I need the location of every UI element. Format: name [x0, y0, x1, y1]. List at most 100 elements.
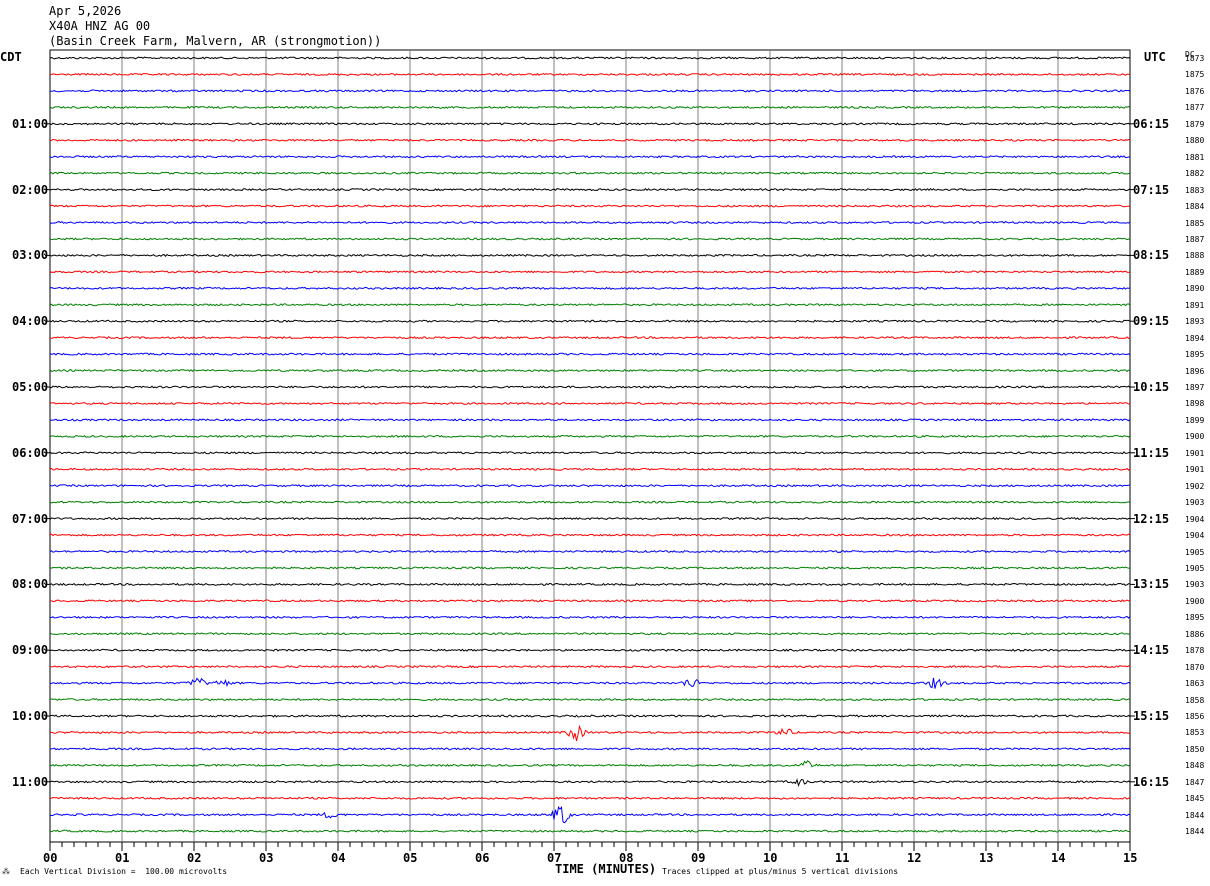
dc-offset-label: 1890	[1185, 284, 1205, 294]
dc-offset-label: 1882	[1185, 169, 1205, 179]
dc-offset-label: 1885	[1185, 218, 1205, 228]
dc-offset-label: 1889	[1185, 267, 1205, 277]
cdt-time-label: 03:00	[12, 248, 49, 263]
trace-line	[49, 677, 1131, 689]
x-tick-label: 14	[1051, 851, 1066, 865]
trace-line	[49, 632, 1131, 636]
dc-offset-label: 1905	[1185, 563, 1205, 573]
dc-offset-label: 1884	[1185, 202, 1205, 212]
station-code: X40A HNZ AG 00	[49, 19, 151, 33]
dc-offset-label: 1876	[1185, 86, 1205, 96]
dc-offset-label: 1879	[1185, 119, 1205, 129]
dc-offset-label: 1905	[1185, 547, 1205, 557]
dc-offset-label: 1873	[1185, 54, 1205, 63]
cdt-time-label: 09:00	[12, 643, 49, 658]
x-tick-label: 10	[763, 851, 778, 865]
utc-time-label: 10:15	[1133, 380, 1170, 394]
dc-offset-label: 1897	[1185, 383, 1205, 392]
dc-offset-label: 1878	[1185, 646, 1205, 656]
trace-line	[49, 336, 1131, 340]
footer-corner-mark: ⁂	[2, 867, 10, 876]
dc-offset-label: 1901	[1185, 448, 1205, 458]
trace-line	[49, 724, 1131, 742]
dc-offset-label: 1898	[1185, 399, 1205, 409]
station-location: (Basin Creek Farm, Malvern, AR (strongmo…	[49, 34, 382, 48]
trace-line	[49, 516, 1131, 521]
dc-offset-label: 1848	[1185, 761, 1205, 771]
dc-offset-label: 1856	[1185, 712, 1205, 721]
trace-line	[49, 648, 1131, 652]
trace-line	[49, 778, 1131, 787]
trace-line	[49, 796, 1131, 800]
utc-time-label: 11:15	[1133, 445, 1170, 460]
trace-line	[49, 747, 1131, 751]
plot-date: Apr 5,2026	[49, 4, 122, 18]
x-tick-label: 12	[907, 851, 922, 865]
scale-note: Each Vertical Division = 100.00 microvol…	[20, 867, 228, 876]
trace-line	[49, 187, 1131, 192]
trace-line	[49, 467, 1131, 471]
dc-offset-label: 1901	[1185, 465, 1205, 475]
cdt-time-label: 02:00	[12, 182, 49, 197]
x-tick-label: 01	[115, 851, 130, 865]
trace-line	[49, 500, 1131, 504]
dc-offset-label: 1888	[1185, 251, 1205, 261]
trace-line	[49, 72, 1131, 77]
utc-time-label: 15:15	[1133, 709, 1170, 723]
dc-axis-title: DC	[1185, 50, 1195, 59]
dc-offset-label: 1845	[1185, 794, 1205, 804]
utc-time-label: 08:15	[1133, 248, 1170, 263]
x-tick-label: 06	[475, 851, 490, 865]
trace-line	[49, 401, 1131, 405]
dc-offset-label: 1886	[1185, 629, 1205, 639]
trace-line	[50, 89, 1131, 93]
dc-offset-label: 1891	[1185, 300, 1205, 310]
trace-line	[49, 566, 1131, 570]
dc-offset-label: 1896	[1185, 366, 1205, 376]
dc-offset-label: 1850	[1185, 744, 1205, 754]
utc-time-label: 16:15	[1133, 774, 1170, 789]
dc-offset-label: 1844	[1185, 827, 1205, 837]
dc-offset-label: 1899	[1185, 415, 1205, 425]
cdt-time-label: 05:00	[12, 380, 49, 394]
x-tick-label: 02	[187, 851, 202, 865]
x-tick-label: 08	[619, 851, 634, 865]
dc-offset-label: 1887	[1185, 234, 1205, 244]
trace-line	[49, 760, 1131, 768]
x-tick-label: 03	[259, 851, 274, 865]
trace-line	[49, 352, 1131, 356]
utc-time-label: 12:15	[1133, 511, 1170, 526]
trace-line	[50, 599, 1131, 603]
dc-offset-label: 1880	[1185, 136, 1205, 146]
dc-offset-label: 1858	[1185, 695, 1205, 705]
trace-line	[49, 418, 1131, 422]
cdt-time-label: 11:00	[12, 774, 49, 789]
dc-offset-label: 1870	[1185, 662, 1205, 672]
trace-line	[49, 615, 1131, 619]
dc-offset-label: 1903	[1185, 498, 1205, 508]
trace-line	[49, 533, 1131, 537]
cdt-time-label: 04:00	[12, 314, 49, 329]
dc-offset-label: 1877	[1185, 103, 1205, 113]
dc-offset-label: 1875	[1185, 70, 1205, 80]
trace-line	[49, 270, 1131, 274]
dc-offset-label: 1900	[1185, 432, 1205, 442]
utc-axis-title: UTC	[1144, 50, 1166, 64]
x-axis-title: TIME (MINUTES)	[555, 862, 657, 876]
clip-note: Traces clipped at plus/minus 5 vertical …	[662, 867, 899, 876]
dc-offset-label: 1894	[1185, 333, 1205, 343]
plot-frame	[49, 49, 1131, 843]
utc-time-label: 14:15	[1133, 643, 1170, 658]
dc-offset-label: 1895	[1185, 613, 1205, 623]
trace-line	[49, 138, 1131, 142]
cdt-time-label: 10:00	[12, 709, 49, 723]
utc-time-label: 07:15	[1133, 182, 1170, 197]
x-tick-label: 09	[691, 851, 706, 865]
trace-line	[49, 286, 1131, 290]
trace-line	[49, 582, 1130, 587]
trace-line	[49, 204, 1131, 208]
dc-offset-label: 1863	[1185, 679, 1205, 689]
dc-offset-label: 1853	[1185, 728, 1205, 738]
trace-line	[49, 829, 1131, 833]
dc-offset-label: 1883	[1185, 185, 1205, 195]
